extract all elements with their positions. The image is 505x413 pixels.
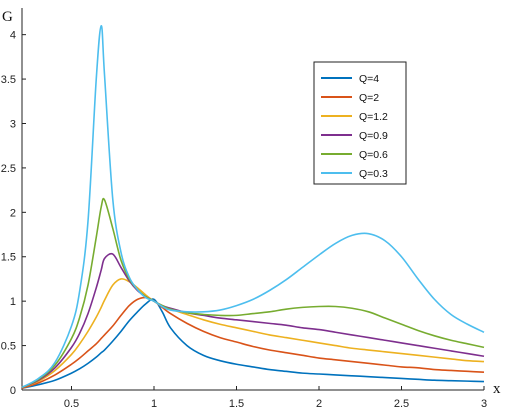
legend-label: Q=0.3 bbox=[359, 168, 388, 180]
legend: Q=4 Q=2 Q=1.2 Q=0.9 Q=0.6 Q=0.3 bbox=[313, 61, 407, 185]
y-tick-label: 2 bbox=[10, 207, 16, 219]
series-line-1 bbox=[21, 298, 485, 390]
legend-label: Q=4 bbox=[359, 73, 379, 85]
y-tick-label: 0.5 bbox=[1, 341, 16, 353]
x-tick-label: 2 bbox=[316, 398, 322, 410]
y-tick-label: 4 bbox=[10, 30, 16, 42]
legend-box bbox=[313, 61, 407, 185]
y-axis-label: G bbox=[2, 9, 13, 25]
legend-label: Q=0.9 bbox=[359, 130, 388, 142]
series-line-5 bbox=[21, 197, 485, 389]
series-line-2 bbox=[21, 296, 485, 389]
legend-label: Q=1.2 bbox=[359, 111, 388, 123]
x-axis-label: x bbox=[493, 381, 501, 397]
series-lines bbox=[21, 24, 485, 390]
y-tick-label: 1 bbox=[10, 296, 16, 308]
legend-label: Q=0.6 bbox=[359, 149, 388, 161]
legend-label: Q=2 bbox=[359, 92, 379, 104]
x-tick-label: 3 bbox=[481, 398, 487, 410]
series-line-3 bbox=[21, 278, 485, 389]
axis-ticks: 0.5 1 1.5 2 2.5 3 0 0.5 1 1.5 2 2.5 3 3.5 4 bbox=[1, 30, 487, 410]
series-line-6 bbox=[21, 24, 485, 389]
y-tick-label: 3.5 bbox=[1, 74, 16, 86]
x-tick-label: 2.5 bbox=[394, 398, 409, 410]
x-tick-label: 0.5 bbox=[64, 398, 79, 410]
x-tick-label: 1.5 bbox=[229, 398, 244, 410]
y-tick-label: 1.5 bbox=[1, 252, 16, 264]
y-tick-label: 3 bbox=[10, 118, 16, 130]
x-tick-label: 1 bbox=[151, 398, 157, 410]
y-tick-label: 2.5 bbox=[1, 163, 16, 175]
plot-frame bbox=[21, 8, 484, 391]
y-tick-label: 0 bbox=[10, 385, 16, 397]
